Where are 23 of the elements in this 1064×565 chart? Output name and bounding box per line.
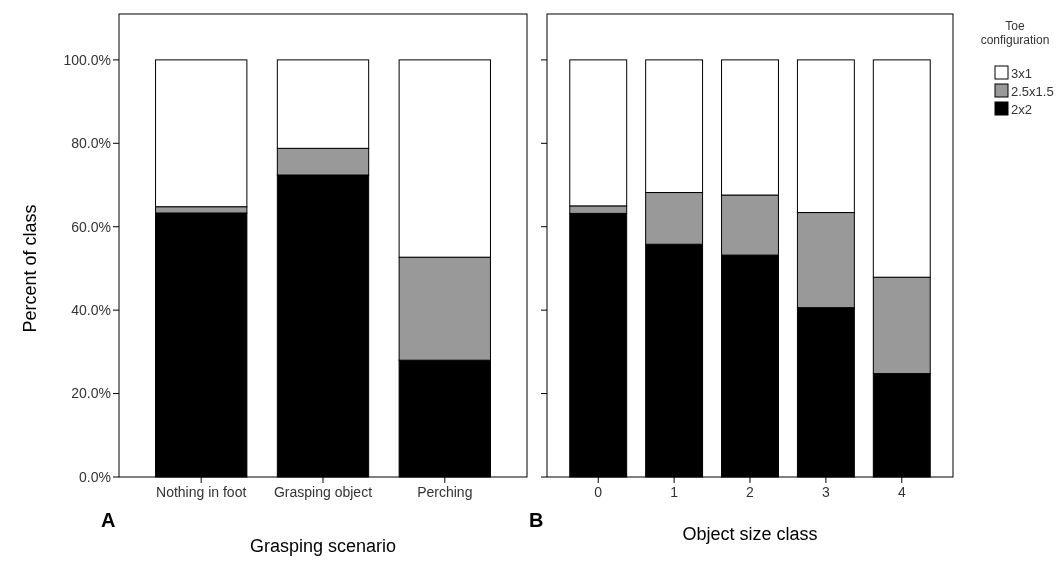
y-axis-title: Percent of class <box>20 204 40 333</box>
x-tick-label: 3 <box>821 484 830 500</box>
x-tick-label: 1 <box>670 484 679 500</box>
y-tick-label: 0.0% <box>79 468 111 485</box>
legend-label: 3x1 <box>1011 65 1032 81</box>
x-tick-label: 4 <box>897 484 906 500</box>
legend-label: 2.5x1.5 <box>1011 83 1054 99</box>
y-tick-label: 40.0% <box>71 302 111 319</box>
x-tick-label: 2 <box>746 484 755 500</box>
x-tick-label: 0 <box>594 484 603 500</box>
text: A <box>101 509 116 531</box>
x-tick-label: Grasping object <box>273 484 373 500</box>
y-tick-label: 20.0% <box>71 385 111 402</box>
x-tick-label: Nothing in foot <box>156 484 247 500</box>
legend-label: 2x2 <box>1011 101 1032 117</box>
legend-title: Toe configuration <box>980 19 1050 47</box>
x-axis-title: Object size class <box>682 524 818 544</box>
text: B <box>529 509 544 531</box>
y-tick-label: 100.0% <box>63 51 111 68</box>
y-tick-label: 60.0% <box>71 218 111 235</box>
x-axis-title: Grasping scenario <box>249 536 397 556</box>
y-tick-label: 80.0% <box>71 135 111 152</box>
x-tick-label: Perching <box>417 484 473 500</box>
